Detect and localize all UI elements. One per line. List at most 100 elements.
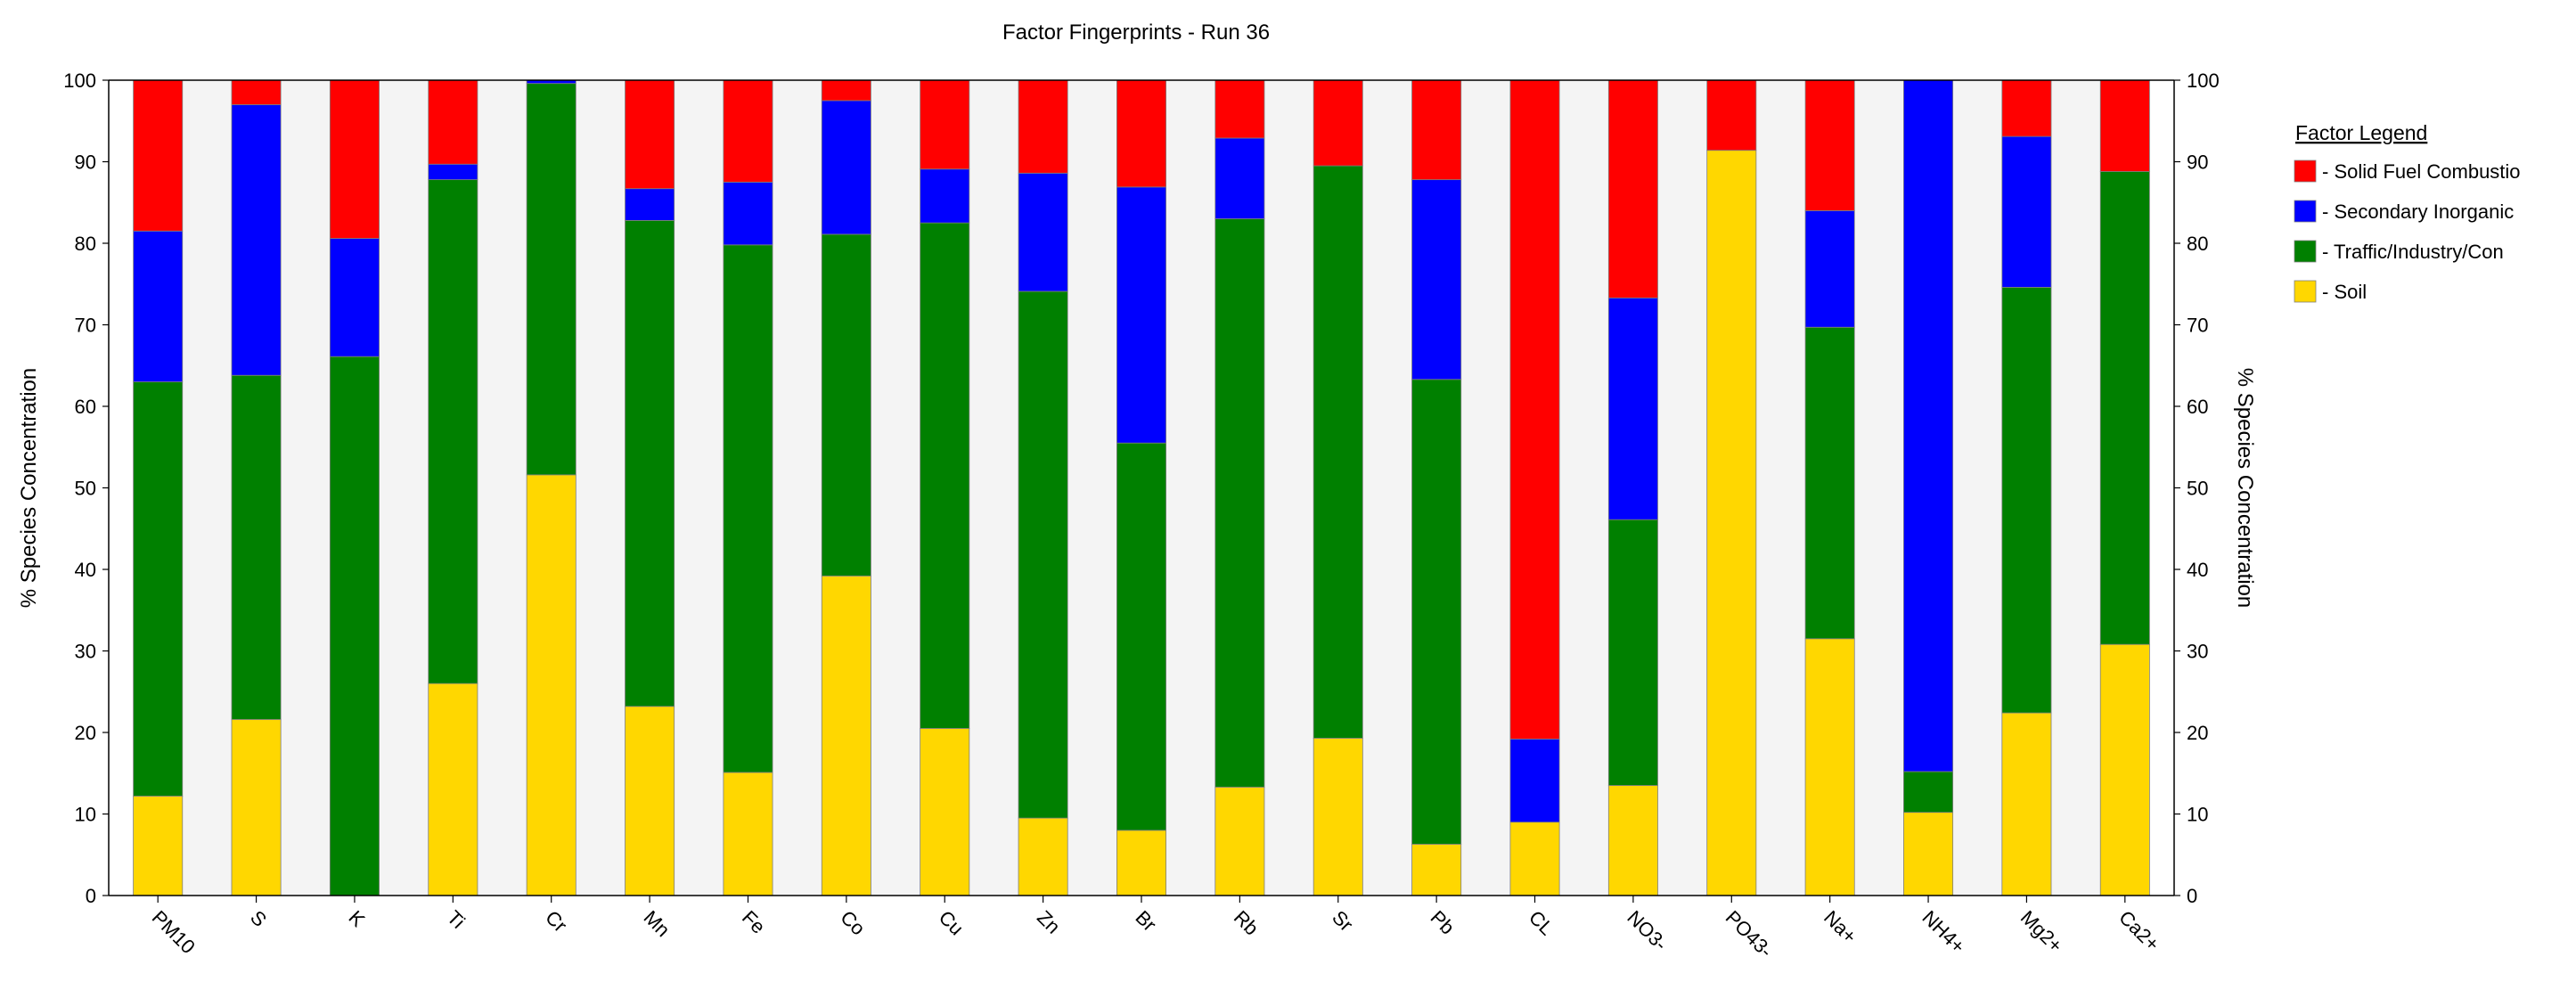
category-band xyxy=(1952,80,2002,896)
y-tick-label-left: 30 xyxy=(75,641,96,663)
y-tick-label-left: 100 xyxy=(63,70,96,92)
bar-segment xyxy=(231,374,282,720)
y-tick-label-right: 70 xyxy=(2187,315,2208,337)
bar-segment xyxy=(231,718,282,896)
y-axis-label-left: % Species Concentration xyxy=(17,368,41,608)
bar-segment xyxy=(625,706,675,896)
bar-segment xyxy=(1018,290,1068,819)
y-tick-label-right: 50 xyxy=(2187,478,2208,500)
bar-segment xyxy=(329,238,380,357)
legend-title: Factor Legend xyxy=(2295,121,2427,144)
category-band xyxy=(1263,80,1314,896)
category-band xyxy=(1067,80,1117,896)
category-band xyxy=(2051,80,2101,896)
bar-segment xyxy=(428,79,478,165)
bar-segment xyxy=(1313,79,1363,167)
bar-segment xyxy=(625,219,675,708)
bar-segment xyxy=(1214,786,1265,896)
bar-segment xyxy=(231,79,282,105)
y-tick-label-right: 90 xyxy=(2187,151,2208,174)
bar-segment xyxy=(1607,297,1658,520)
bar-segment xyxy=(133,381,184,797)
bar-segment xyxy=(1411,843,1462,896)
legend-label: - Traffic/Industry/Con xyxy=(2322,241,2504,263)
bar-segment xyxy=(526,474,577,896)
y-tick-label-left: 90 xyxy=(75,151,96,174)
category-band xyxy=(1657,80,1707,896)
bar-segment xyxy=(1804,638,1855,896)
bar-segment xyxy=(1706,79,1757,151)
bar-segment xyxy=(1607,79,1658,299)
bar-segment xyxy=(821,79,871,102)
bar-segment xyxy=(428,163,478,181)
category-band xyxy=(182,80,232,896)
bar-segment xyxy=(133,79,184,232)
bar-segment xyxy=(1607,785,1658,896)
bar-segment xyxy=(526,83,577,476)
y-tick-label-left: 80 xyxy=(75,233,96,255)
bar-segment xyxy=(723,181,773,246)
bar-segment xyxy=(133,230,184,382)
category-band xyxy=(674,80,724,896)
bar-segment xyxy=(723,79,773,183)
bar-segment xyxy=(821,575,871,896)
bar-segment xyxy=(2099,643,2150,896)
bar-segment xyxy=(1411,379,1462,845)
bar-segment xyxy=(1804,209,1855,328)
bar-segment xyxy=(133,795,184,896)
category-band xyxy=(969,80,1019,896)
bar-segment xyxy=(1214,137,1265,219)
bar-segment xyxy=(1509,822,1560,896)
category-band xyxy=(1559,80,1609,896)
bar-segment xyxy=(1116,79,1166,188)
bar-segment xyxy=(2001,135,2052,288)
bar-segment xyxy=(920,222,970,729)
bar-segment xyxy=(1903,812,1954,896)
category-band xyxy=(1165,80,1215,896)
bar-segment xyxy=(1313,165,1363,739)
bar-segment xyxy=(1214,79,1265,139)
bar-segment xyxy=(1214,218,1265,788)
legend-swatch xyxy=(2294,160,2317,183)
y-tick-label-left: 20 xyxy=(75,722,96,744)
bar-segment xyxy=(723,244,773,773)
bar-segment xyxy=(329,79,380,239)
bar-segment xyxy=(1116,442,1166,831)
y-tick-label-right: 40 xyxy=(2187,559,2208,581)
bar-segment xyxy=(1411,79,1462,181)
y-tick-label-left: 60 xyxy=(75,396,96,418)
bar-segment xyxy=(1018,817,1068,896)
legend-swatch xyxy=(2294,240,2317,263)
category-band xyxy=(1755,80,1806,896)
y-tick-label-left: 40 xyxy=(75,559,96,581)
legend: Factor Legend - Solid Fuel Combustio - S… xyxy=(2294,121,2521,303)
y-tick-label-left: 50 xyxy=(75,478,96,500)
y-tick-label-right: 20 xyxy=(2187,722,2208,744)
y-tick-label-right: 60 xyxy=(2187,396,2208,418)
y-tick-label-left: 0 xyxy=(86,885,96,907)
bar-segment xyxy=(2001,287,2052,714)
bar-segment xyxy=(1116,830,1166,896)
bar-segment xyxy=(920,168,970,224)
bar-segment xyxy=(1018,172,1068,292)
bar-segment xyxy=(625,79,675,190)
bar-segment xyxy=(2001,712,2052,896)
bar-segment xyxy=(723,772,773,896)
category-band xyxy=(773,80,822,896)
category-band xyxy=(1460,80,1510,896)
y-tick-label-right: 0 xyxy=(2187,885,2197,907)
bar-segment xyxy=(1903,771,1954,814)
bar-segment xyxy=(2099,79,2150,172)
legend-label: - Solid Fuel Combustio xyxy=(2322,160,2521,183)
bar-segment xyxy=(329,356,380,896)
ticks: 0 0 10 10 20 20 30 30 40 40 50 50 60 60 70 70 80 80 90 90 10… xyxy=(63,70,2219,907)
bar-segment xyxy=(1804,326,1855,640)
bars xyxy=(133,79,2150,896)
bar-segment xyxy=(1116,186,1166,444)
bar-segment xyxy=(1313,738,1363,896)
chart-title: Factor Fingerprints - Run 36 xyxy=(1002,20,1270,45)
y-tick-label-right: 100 xyxy=(2187,70,2220,92)
category-bands xyxy=(182,80,2101,896)
bar-segment xyxy=(625,188,675,221)
